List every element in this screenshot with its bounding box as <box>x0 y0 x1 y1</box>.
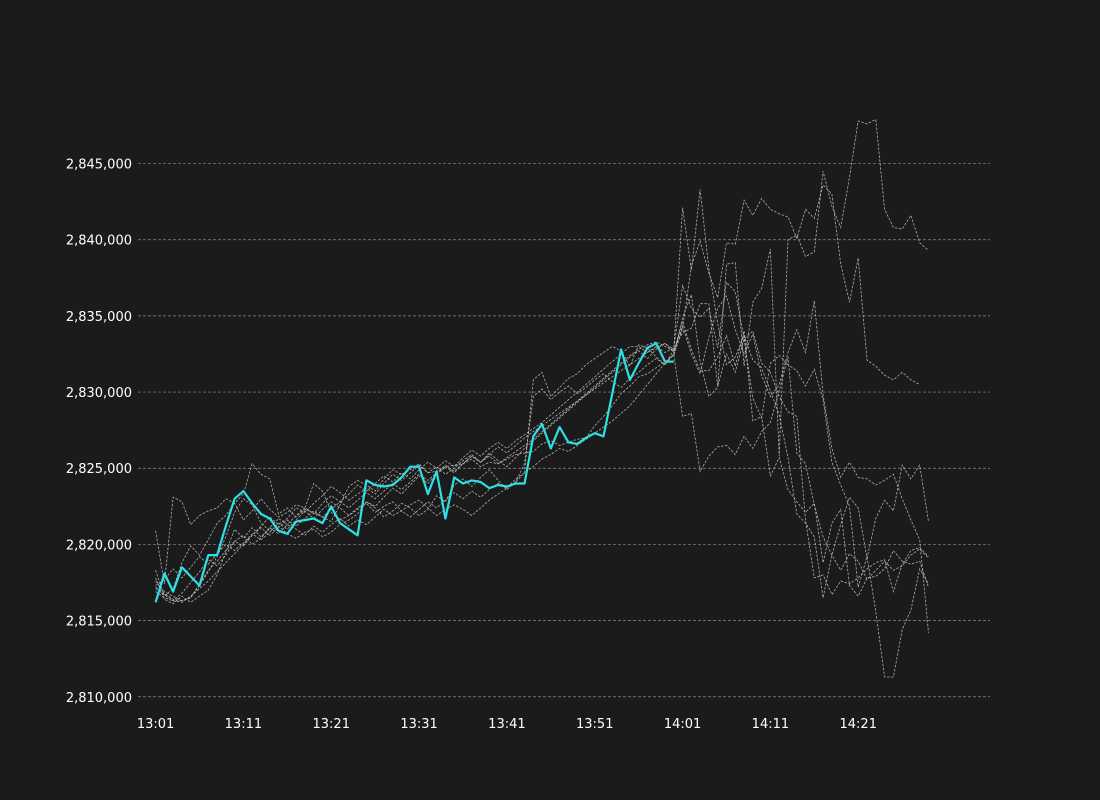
simulated-path-line <box>155 189 929 598</box>
x-tick-label: 14:11 <box>752 717 789 732</box>
simulated-paths <box>155 118 929 678</box>
x-tick-label: 13:41 <box>488 717 525 732</box>
simulated-path-line <box>155 281 929 678</box>
highlight-series-line <box>154 342 674 603</box>
y-tick-label: 2,840,000 <box>66 234 132 249</box>
x-tick-label: 13:51 <box>576 717 613 732</box>
x-axis: 13:01 13:11 13:21 13:31 13:41 13:51 14:01 14:11… <box>137 717 877 732</box>
x-tick-label: 13:31 <box>400 717 437 732</box>
simulated-path-line <box>155 303 929 605</box>
simulated-path-line <box>155 184 920 585</box>
x-tick-label: 13:01 <box>137 717 174 732</box>
y-tick-label: 2,845,000 <box>66 158 132 173</box>
simulated-path-line <box>155 118 929 602</box>
x-tick-label: 13:11 <box>225 717 262 732</box>
y-tick-label: 2,815,000 <box>66 615 132 630</box>
y-tick-label: 2,830,000 <box>66 386 132 401</box>
y-tick-label: 2,825,000 <box>66 462 132 477</box>
y-tick-label: 2,810,000 <box>66 691 132 706</box>
highlight-series <box>154 342 674 603</box>
y-gridlines <box>138 163 990 698</box>
simulated-path-line <box>155 320 929 597</box>
simulated-path-line <box>155 353 929 602</box>
x-tick-label: 13:21 <box>313 717 350 732</box>
y-axis: 2,810,000 2,815,000 2,820,000 2,825,000 2,83… <box>66 158 132 706</box>
y-tick-label: 2,835,000 <box>66 310 132 325</box>
y-tick-label: 2,820,000 <box>66 538 132 553</box>
simulated-path-line <box>155 295 929 633</box>
x-tick-label: 14:21 <box>840 717 877 732</box>
x-tick-label: 14:01 <box>664 717 701 732</box>
